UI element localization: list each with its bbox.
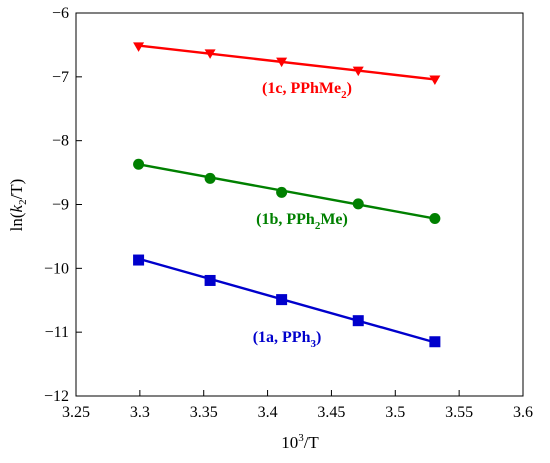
fit-line-1c [138,44,436,81]
series-label-1a-main: (1a, PPh [253,329,311,346]
series-label-1b-sub: 2 [315,220,321,232]
data-point-1b [276,186,288,198]
series-label-1a: (1a, PPh3) [253,329,322,350]
series-label-1c-end: ) [347,80,352,97]
data-point-1a [352,315,364,327]
series-label-1a-end: ) [316,329,321,346]
data-point-1b [429,213,441,225]
x-tick-label: 3.6 [513,404,533,421]
y-tick-label: −8 [52,133,69,150]
series-label-1b-end: Me) [320,211,348,228]
y-axis-label-k: k [7,204,26,212]
x-tick-label: 3.4 [258,404,278,421]
y-tick-label: −7 [52,69,69,86]
data-point-1b [133,158,145,170]
x-axis-label-rest: /T [304,433,320,452]
x-tick-label: 3.3 [130,404,150,421]
data-point-1b [204,172,216,184]
series-label-1c-main: (1c, PPhMe [262,80,341,97]
x-tick-label: 3.5 [385,404,405,421]
x-tick-label: 3.45 [317,404,345,421]
y-tick-label: −9 [52,197,69,214]
y-axis-label-sub: 2 [17,199,29,205]
data-point-1c [204,49,216,59]
series-label-1c: (1c, PPhMe2) [262,80,352,101]
data-point-1a [276,294,288,306]
series-label-1b-main: (1b, PPh [256,211,315,228]
y-tick-label: −11 [45,324,69,341]
x-tick-label: 3.55 [445,404,473,421]
series-label-1b: (1b, PPh2Me) [256,211,348,232]
y-axis-label-pre: ln( [7,212,26,231]
x-axis-ticks: 3.25 3.3 3.35 3.4 3.45 3.5 3.55 3.6 [62,390,533,421]
y-axis-label-post: /T) [7,179,26,200]
y-axis-label: ln(k2/T) [7,179,29,232]
y-tick-label: −12 [44,388,69,405]
data-point-1a [133,254,145,266]
x-axis-label-base: 10 [281,433,298,452]
data-point-1c [133,42,145,52]
x-tick-label: 3.25 [62,404,90,421]
y-axis-ticks: −6 −7 −8 −9 −10 −11 −12 [44,5,82,405]
data-point-1c [429,75,441,86]
series-label-1a-sub: 3 [310,338,316,350]
data-point-1a [204,274,216,286]
data-point-1c [276,57,288,68]
x-axis-label-sup: 3 [298,432,304,444]
x-tick-label: 3.35 [190,404,218,421]
y-tick-label: −6 [52,5,69,22]
y-tick-label: −10 [44,260,69,277]
series-layer [133,42,441,348]
series-label-1c-sub: 2 [341,89,347,101]
data-point-1c [352,66,364,77]
x-axis-label: 103/T [281,432,319,452]
data-point-1a [429,336,441,348]
data-point-1b [352,198,364,210]
